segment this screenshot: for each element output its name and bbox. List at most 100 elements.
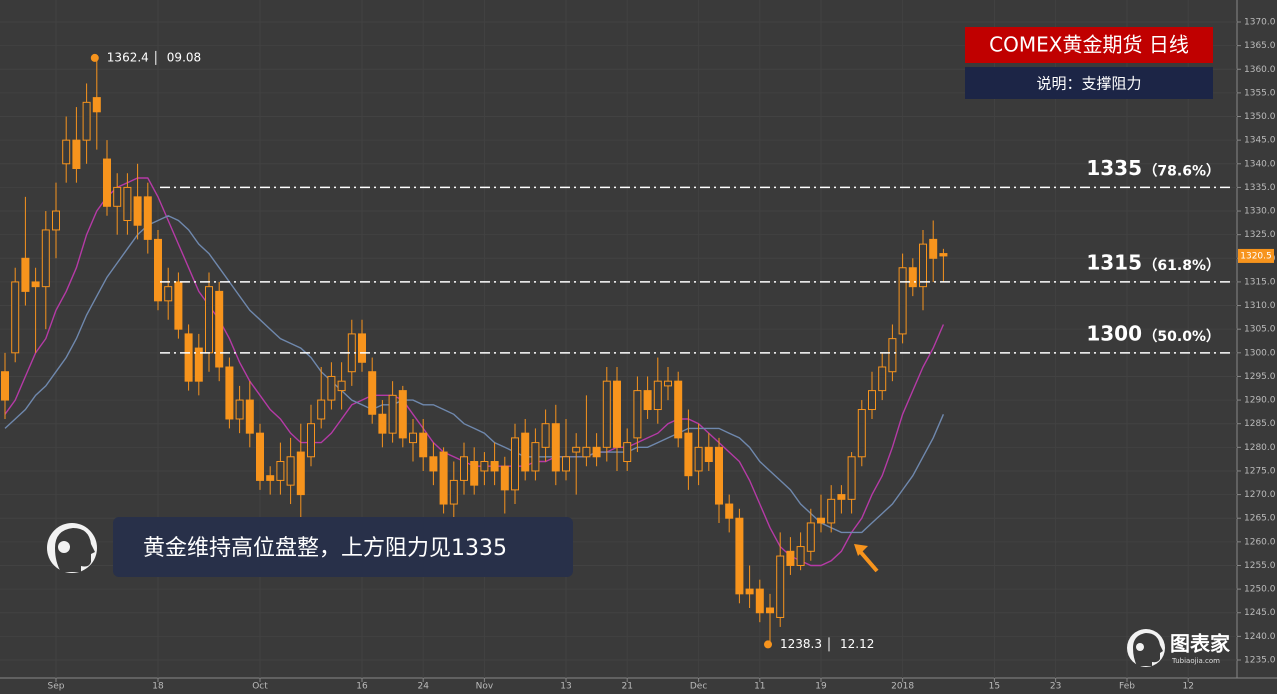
candle-body [419,432,428,458]
annotations: 1362.4 09.08 1238.3 12.12 [90,50,874,652]
candle-body [194,347,203,382]
candle-body [725,503,734,519]
level-ratio: （78.6%） [1143,163,1220,179]
level-value: 1335 [1086,156,1142,180]
candle-body [827,498,836,524]
candle-body [337,380,346,392]
x-tick-label: Feb [1119,682,1135,692]
level-ratio: （50.0%） [1143,329,1220,345]
y-tick-label: 1345.0 [1244,136,1276,146]
axes: 1235.0 1240.0 1245.0 1250.0 1255.0 1260.0 1265… [48,18,1276,692]
candle-body [174,281,183,330]
x-tick-label: 19 [815,682,827,692]
level-ratio: （61.8%） [1143,258,1220,274]
level-value: 1315 [1086,250,1142,274]
candle-body [317,399,326,420]
x-tick-label: Sep [48,682,65,692]
extreme-value: 1238.3 [780,637,822,651]
candle-body [694,446,703,472]
y-tick-label: 1235.0 [1244,656,1276,666]
x-tick-label: 13 [560,682,571,692]
brand-url: Tubiaojia.com [1171,657,1220,665]
candle-body [439,451,448,505]
y-tick-label: 1315.0 [1244,277,1276,287]
candle-body [511,437,519,491]
candle-body [256,432,264,481]
x-tick-label: 23 [1050,682,1061,692]
y-tick-label: 1350.0 [1244,112,1276,122]
candle-body [919,243,927,288]
candle-body [500,465,509,491]
x-tick-label: Oct [252,682,268,692]
candle-body [674,380,683,439]
x-tick-label: Nov [476,682,494,692]
candle-body [868,390,876,411]
candle-body [684,432,693,477]
candle-body [358,333,366,363]
candle-body [21,257,30,292]
candle-body [888,338,897,373]
candle-body [857,409,866,458]
candle-body [613,380,621,448]
y-tick-label: 1325.0 [1244,230,1276,240]
extreme-date: 12.12 [840,637,874,651]
candle-body [72,139,81,170]
candle-body [704,446,713,463]
extreme-value: 1362.4 [107,50,149,64]
candle-body [266,475,275,481]
y-tick-label: 1280.0 [1244,443,1276,453]
candle-body [755,588,764,614]
candle-body [378,413,387,434]
candle-body [878,366,887,392]
y-tick-label: 1300.0 [1244,348,1276,358]
candle-body [123,186,132,221]
candle-body [296,451,305,496]
x-tick-label: 15 [989,682,1000,692]
candle-body [398,390,407,439]
candle-body [939,253,948,257]
x-tick-label: Dec [690,682,707,692]
x-tick-label: 24 [417,682,429,692]
price-tag [1238,248,1274,263]
y-tick-label: 1340.0 [1244,159,1276,169]
candle-body [664,380,672,387]
candle-body [470,461,479,486]
candles [1,57,948,645]
candle-body [154,238,162,302]
y-tick-label: 1275.0 [1244,466,1276,476]
y-tick-label: 1260.0 [1244,537,1276,547]
candle-body [307,423,315,458]
title-box [965,27,1213,63]
candle-body [62,139,71,165]
candle-body [286,456,295,486]
candle-body [551,423,560,472]
price-tag-label: 1320.5 [1240,251,1272,261]
y-tick-label: 1355.0 [1244,88,1276,98]
candle-body [735,517,744,595]
candle-body [786,550,795,566]
candle-body [82,101,91,141]
y-tick-label: 1310.0 [1244,301,1276,311]
candle-body [490,461,499,472]
candle-body [368,371,377,415]
candle-body [41,229,50,288]
y-tick-label: 1270.0 [1244,490,1276,500]
y-tick-label: 1245.0 [1244,608,1276,618]
x-tick-label: 21 [621,682,632,692]
candle-body [31,281,40,288]
candle-body [52,210,60,231]
candle-body [164,286,173,302]
candle-body [715,446,723,505]
candle-body [562,456,570,472]
candle-body [806,522,815,552]
candle-body [449,479,458,505]
candle-body [11,281,20,354]
candle-body [133,196,142,226]
candle-body [225,366,234,420]
levels: 1335 （78.6%） 1315 （61.8%） 1300 （50.0%） [160,156,1230,354]
candle-body [460,456,468,481]
candle-body [429,456,438,472]
y-tick-label: 1290.0 [1244,396,1276,406]
x-tick-label: 2018 [891,682,914,692]
candle-body [582,446,591,458]
